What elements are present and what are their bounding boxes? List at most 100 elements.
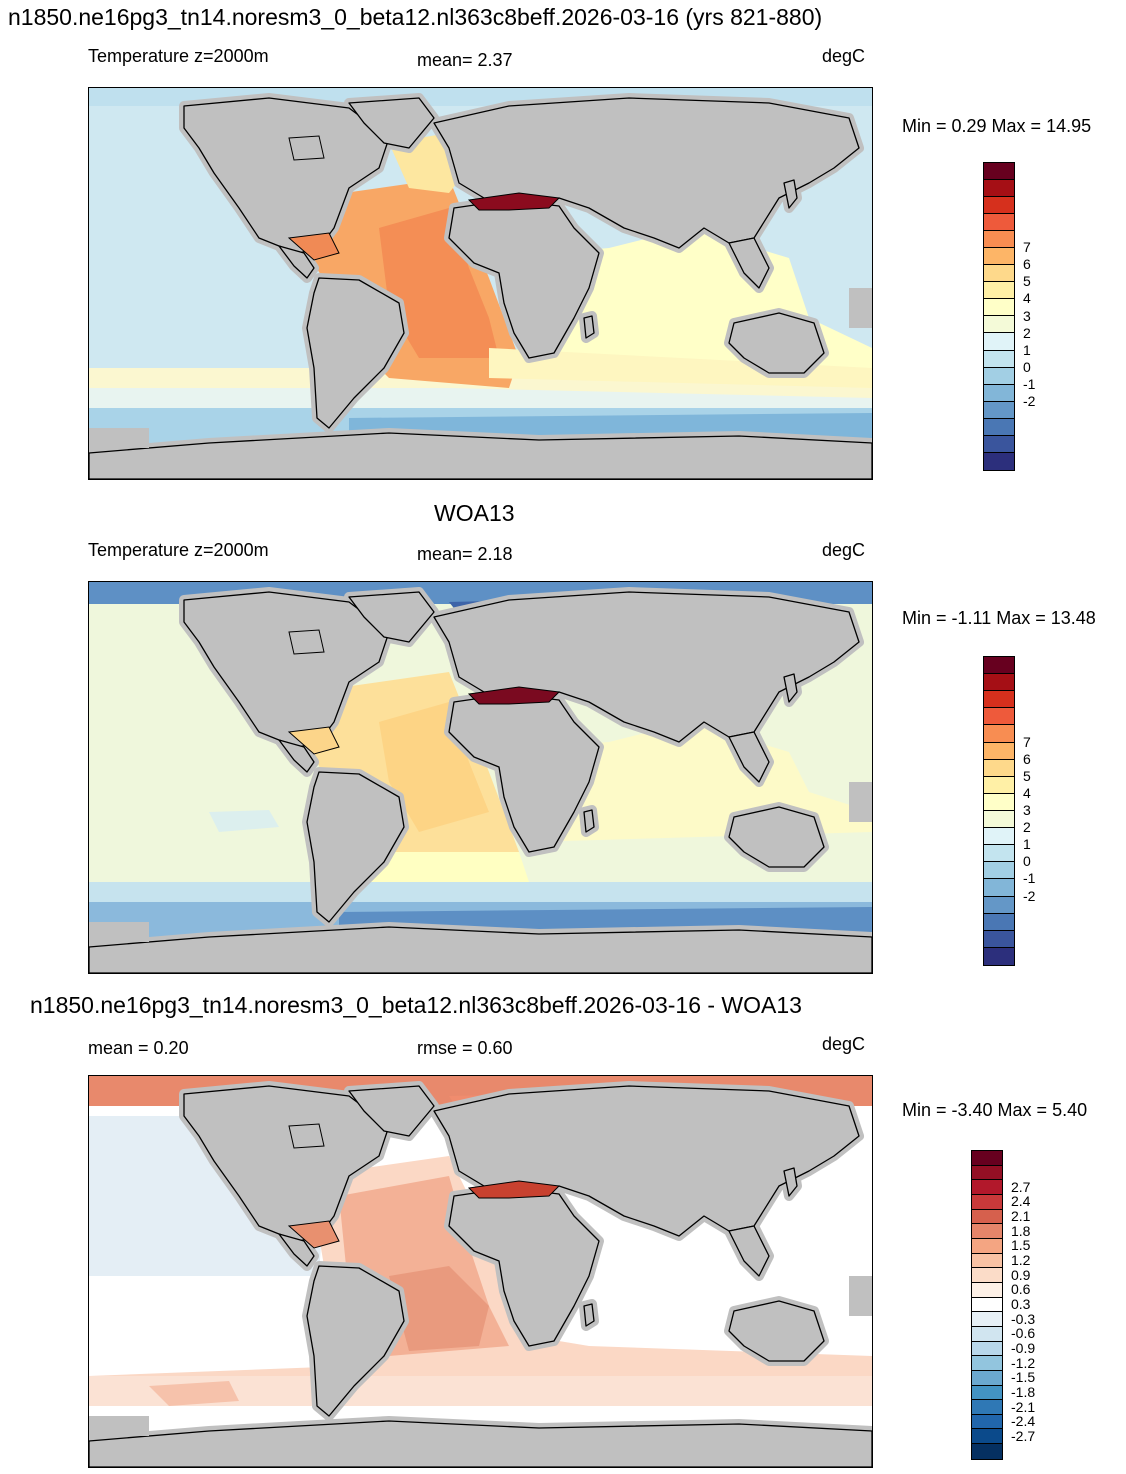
colorbar-tick-label: 2.7	[1011, 1178, 1031, 1195]
colorbar-tick-label: 5	[1023, 767, 1031, 784]
coastline-antarctica	[89, 1420, 872, 1467]
colorbar-tick-label: 0.6	[1011, 1281, 1031, 1298]
panel3-units-label: degC	[822, 1034, 866, 1054]
panel2-colorbar	[983, 656, 1015, 966]
coastline-africa	[448, 199, 600, 359]
coastline-indochina	[728, 1225, 770, 1277]
colorbar-cell	[984, 896, 1014, 914]
colorbar-cell	[972, 1165, 1002, 1181]
colorbar-cell	[984, 793, 1014, 811]
colorbar-cell	[984, 776, 1014, 794]
colorbar-cell	[984, 742, 1014, 760]
mediterranean-sea	[467, 1180, 561, 1199]
colorbar-tick-label: 0.3	[1011, 1296, 1031, 1312]
colorbar-tick-label: -2.4	[1011, 1413, 1036, 1430]
colorbar-cell	[984, 759, 1014, 777]
panel1-mean-label: mean= 2.37	[417, 50, 513, 70]
colorbar-tick-label: -0.3	[1011, 1310, 1036, 1327]
coastline-madagascar	[583, 315, 595, 339]
ocean-contour-region	[379, 702, 489, 832]
panel3-map	[88, 1075, 873, 1468]
coastline-greenland	[348, 1085, 435, 1137]
panel3-mean-label: mean = 0.20	[88, 1038, 189, 1058]
colorbar-tick-label: -1	[1023, 870, 1036, 887]
colorbar-cell	[984, 947, 1014, 965]
panel2-map-svg	[89, 582, 872, 973]
panel2-map	[88, 581, 873, 974]
coastline-greenland	[348, 97, 435, 149]
hudson-bay	[288, 629, 325, 655]
panel2-title: WOA13	[434, 500, 515, 526]
colorbar-cell	[972, 1400, 1002, 1415]
colorbar-cell	[984, 248, 1014, 266]
ocean-contour-region	[149, 1381, 239, 1406]
colorbar-cell	[972, 1224, 1002, 1239]
coastline-centralAmerica	[278, 245, 315, 279]
colorbar-tick-label: 1.8	[1011, 1222, 1031, 1239]
colorbar-tick-label: -2.7	[1011, 1428, 1036, 1444]
colorbar-cell	[984, 333, 1014, 351]
panel1-map-svg	[89, 88, 872, 479]
colorbar-cell	[972, 1370, 1002, 1386]
colorbar-tick-label: 4	[1023, 290, 1031, 307]
colorbar-cell	[972, 1209, 1002, 1225]
land-mask-cell	[849, 1276, 872, 1316]
panel2-mean-label: mean= 2.18	[417, 544, 513, 564]
coastline-japan	[783, 179, 798, 209]
colorbar-cell	[972, 1180, 1002, 1195]
hudson-bay	[288, 135, 325, 161]
colorbar-cell	[984, 828, 1014, 846]
colorbar-cell	[984, 231, 1014, 249]
colorbar-cell	[984, 862, 1014, 880]
gulf-of-mexico	[287, 726, 340, 755]
panel1-colorbar	[983, 162, 1015, 471]
colorbar-tick-label: 0.9	[1011, 1266, 1031, 1283]
coastline-australia	[728, 806, 825, 868]
colorbar-cell	[984, 708, 1014, 726]
colorbar-tick-label: -1.8	[1011, 1384, 1036, 1400]
colorbar-tick-label: 6	[1023, 256, 1031, 273]
colorbar-cell	[984, 657, 1014, 675]
colorbar-cell	[972, 1297, 1002, 1313]
coastline-australia	[728, 312, 825, 374]
colorbar-cell	[984, 197, 1014, 215]
panel3-title: n1850.ne16pg3_tn14.noresm3_0_beta12.nl36…	[30, 992, 802, 1018]
colorbar-cell	[984, 350, 1014, 368]
coastline-africa	[448, 693, 600, 853]
colorbar-tick-label: 2.1	[1011, 1208, 1031, 1224]
colorbar-cell	[972, 1385, 1002, 1401]
colorbar-tick-label: 1	[1023, 836, 1031, 853]
mediterranean-sea	[467, 686, 561, 705]
colorbar-cell	[972, 1253, 1002, 1269]
ocean-contour-region	[349, 852, 529, 882]
colorbar-cell	[972, 1356, 1002, 1371]
panel1-minmax: Min = 0.29 Max = 14.95	[902, 116, 1092, 136]
panel1-variable-label: Temperature z=2000m	[88, 46, 269, 66]
colorbar-cell	[984, 691, 1014, 709]
colorbar-cell	[984, 180, 1014, 198]
land-mask-cell	[849, 288, 872, 328]
colorbar-tick-label: -0.9	[1011, 1340, 1036, 1356]
colorbar-cell	[984, 163, 1014, 181]
coastline-greenland	[348, 591, 435, 643]
coastline-southAmerica	[306, 1265, 405, 1417]
panel2-minmax: Min = -1.11 Max = 13.48	[902, 608, 1096, 628]
coastline-centralAmerica	[278, 739, 315, 773]
colorbar-tick-label: 7	[1023, 239, 1031, 256]
panel1-map	[88, 87, 873, 480]
colorbar-cell	[972, 1151, 1002, 1166]
colorbar-tick-label: -1.2	[1011, 1354, 1036, 1371]
coastline-indochina	[728, 237, 770, 289]
colorbar-cell	[972, 1282, 1002, 1298]
panel3-minmax: Min = -3.40 Max = 5.40	[902, 1100, 1088, 1120]
colorbar-cell	[984, 316, 1014, 334]
colorbar-tick-label: 6	[1023, 750, 1031, 767]
colorbar-tick-label: 2	[1023, 819, 1031, 836]
coastline-australia	[728, 1300, 825, 1362]
colorbar-tick-label: 4	[1023, 784, 1031, 801]
colorbar-cell	[972, 1444, 1002, 1459]
colorbar-tick-label: 0	[1023, 358, 1031, 375]
colorbar-cell	[972, 1194, 1002, 1210]
colorbar-cell	[972, 1268, 1002, 1283]
colorbar-tick-label: 1	[1023, 341, 1031, 358]
